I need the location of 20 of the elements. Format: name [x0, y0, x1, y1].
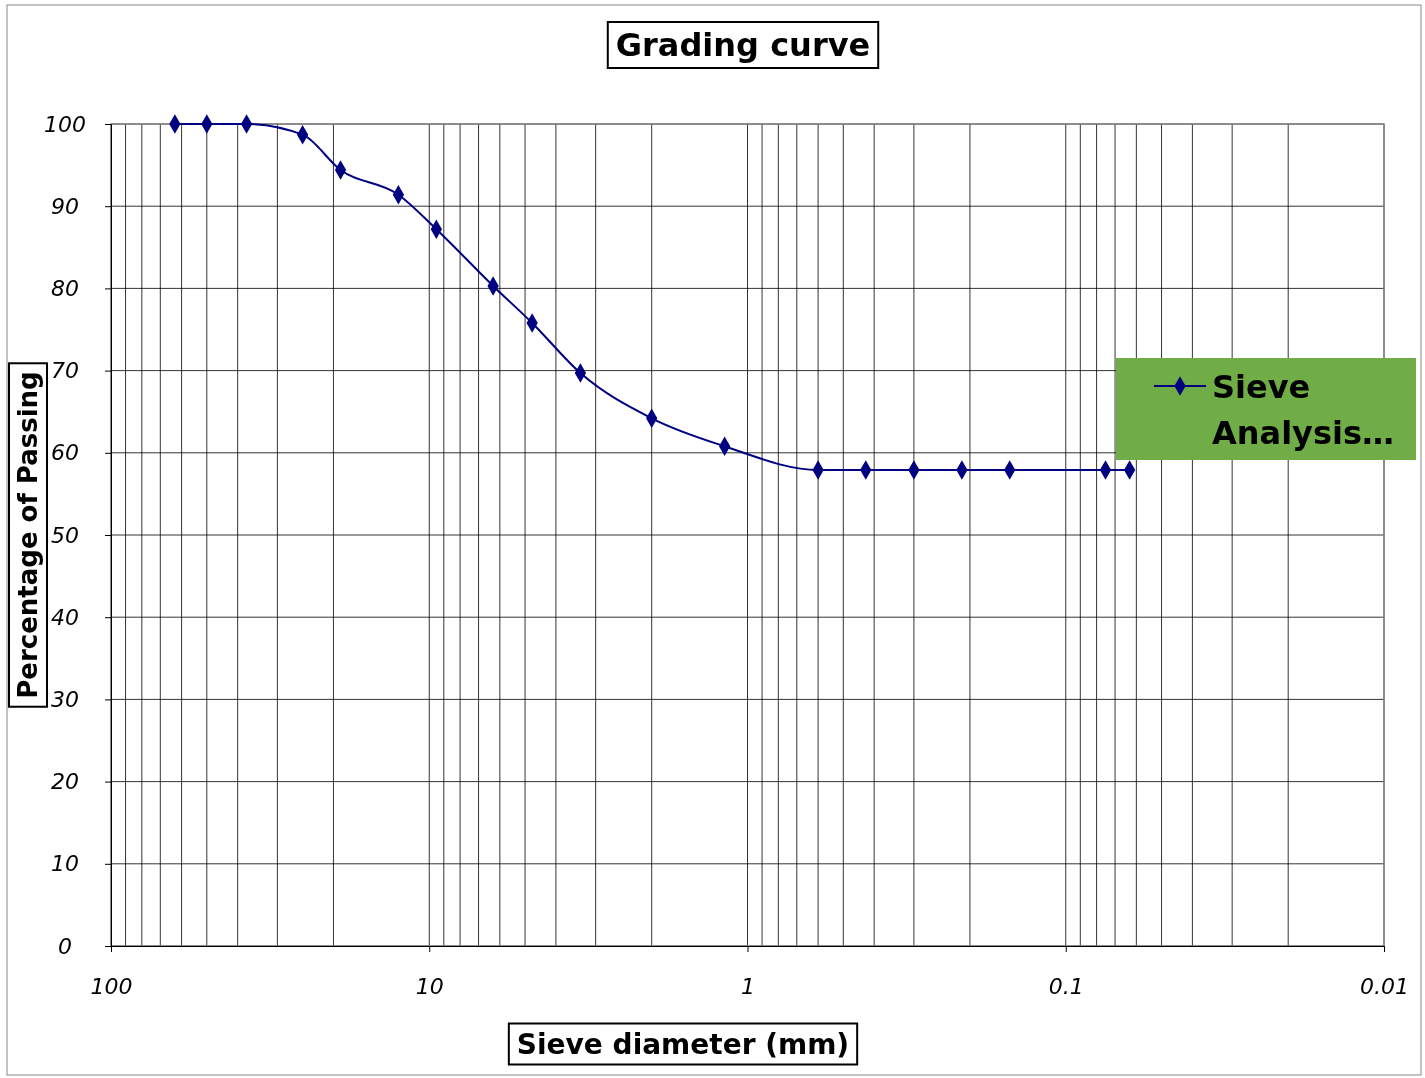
x-tick-label: 1 — [741, 973, 755, 999]
y-tick-label: 0 — [58, 933, 72, 959]
y-tick-label: 10 — [51, 851, 79, 877]
legend-label: Sieve Analysis… — [1212, 368, 1395, 452]
y-axis-title: Percentage of Passing — [13, 371, 43, 699]
y-tick-label: 90 — [51, 193, 79, 219]
x-tick-label: 10 — [415, 973, 444, 999]
y-tick-label: 20 — [51, 769, 79, 795]
x-tick-label: 0.1 — [1048, 973, 1084, 999]
y-tick-label: 30 — [51, 686, 79, 712]
y-tick-label: 60 — [51, 440, 79, 466]
x-tick-label: 0.01 — [1360, 973, 1409, 999]
x-tick-label: 100 — [90, 973, 133, 999]
y-tick-label: 40 — [51, 604, 79, 630]
chart-title: Grading curve — [615, 26, 871, 64]
y-tick-label: 100 — [44, 111, 86, 137]
y-tick-label: 80 — [51, 275, 79, 301]
y-tick-label: 50 — [51, 522, 79, 548]
y-tick-label: 70 — [51, 358, 79, 384]
x-axis-title: Sieve diameter (mm) — [516, 1027, 850, 1061]
